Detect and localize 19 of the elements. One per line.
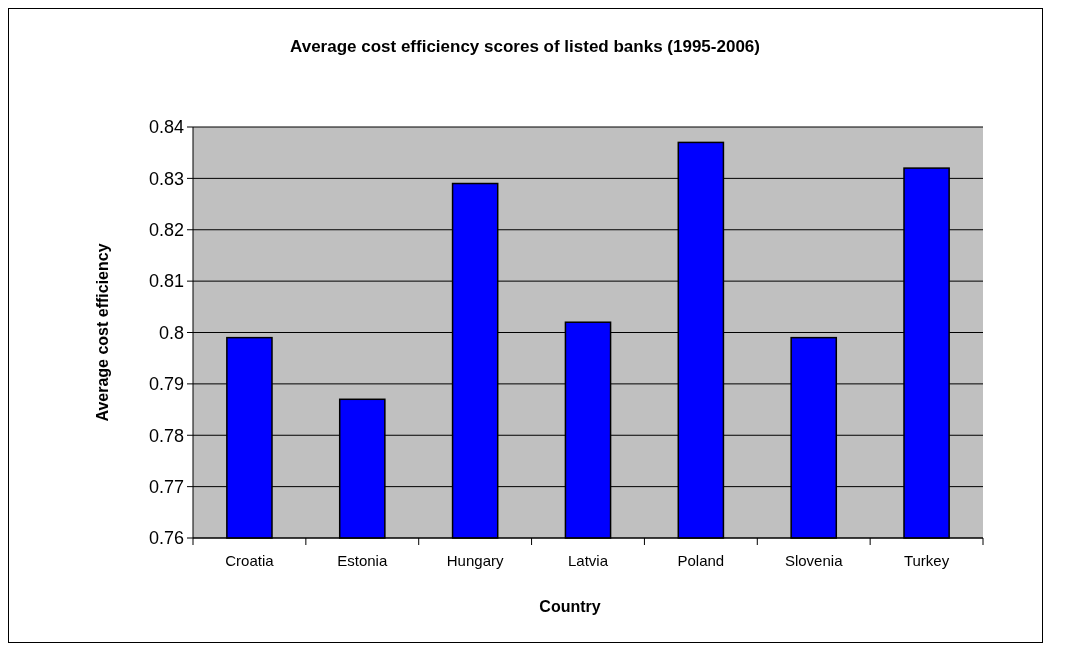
x-tick-label: Slovenia bbox=[784, 552, 844, 569]
chart-title: Average cost efficiency scores of listed banks (1995-2006) bbox=[290, 37, 760, 56]
y-tick-label: 0.82 bbox=[148, 220, 184, 241]
y-tick-label: 0.83 bbox=[148, 168, 184, 189]
x-tick-label: Turkey bbox=[903, 552, 950, 569]
x-tick-label: Estonia bbox=[337, 552, 388, 569]
y-tick-label: 0.78 bbox=[148, 425, 184, 446]
x-tick-label: Poland bbox=[677, 552, 725, 569]
y-tick-label: 0.84 bbox=[148, 117, 184, 138]
y-tick-label: 0.79 bbox=[148, 374, 184, 395]
y-axis-title: Average cost efficiency bbox=[94, 243, 111, 422]
x-tick-label: Hungary bbox=[446, 552, 504, 569]
y-tick-label: 0.77 bbox=[148, 476, 184, 497]
y-tick-label: 0.81 bbox=[148, 271, 184, 292]
y-tick-label: 0.8 bbox=[158, 322, 184, 343]
x-tick-label: Croatia bbox=[225, 552, 275, 569]
x-axis-title: Country bbox=[539, 598, 601, 615]
y-tick-label: 0.76 bbox=[148, 528, 184, 549]
x-tick-label: Latvia bbox=[567, 552, 609, 569]
